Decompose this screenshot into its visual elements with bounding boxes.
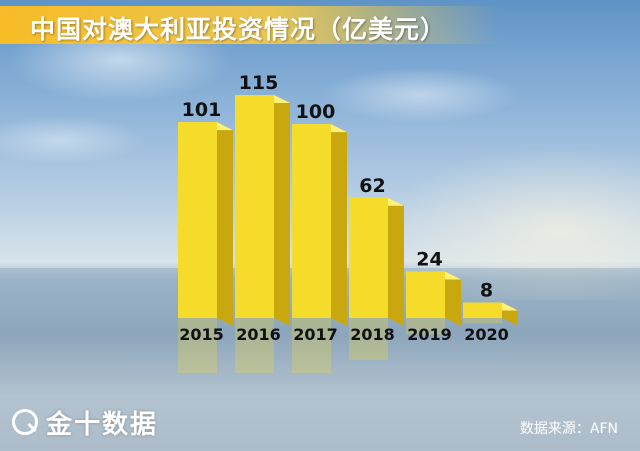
brand-logo: 金十数据 <box>12 404 158 440</box>
data-label-2020: 8 <box>480 279 493 301</box>
bar-side-2018 <box>388 197 404 326</box>
bar-reflection-2019 <box>406 318 445 335</box>
logo-q-icon <box>12 409 38 435</box>
bar-side-2019 <box>445 271 461 326</box>
bar-2018 <box>349 197 388 318</box>
data-source-note: 数据来源：AFN <box>519 421 618 437</box>
bar-2017 <box>292 124 331 318</box>
bar-reflection-2018 <box>349 318 388 361</box>
bar-reflection-2015 <box>178 318 217 373</box>
chart-title: 中国对澳大利亚投资情况（亿美元） <box>30 15 447 44</box>
logo-text: 金十数据 <box>46 409 159 440</box>
bar-reflection-2016 <box>235 318 274 373</box>
data-label-2017: 100 <box>296 101 336 123</box>
data-label-2015: 101 <box>182 99 222 121</box>
x-tick-label-2019: 2019 <box>407 325 452 344</box>
bar-side-2017 <box>331 124 347 326</box>
x-tick-label-2017: 2017 <box>293 325 338 344</box>
bar-2016 <box>235 95 274 318</box>
bar-reflection-2020 <box>463 318 502 324</box>
data-label-2019: 24 <box>416 248 442 270</box>
data-label-2016: 115 <box>239 72 279 94</box>
bar-2015 <box>178 122 217 318</box>
x-tick-label-2018: 2018 <box>350 325 395 344</box>
title-banner <box>0 6 500 44</box>
bar-side-2015 <box>217 122 233 326</box>
bar-2020 <box>463 302 502 318</box>
bar-reflection-2017 <box>292 318 331 373</box>
x-tick-label-2015: 2015 <box>179 325 224 344</box>
bar-2019 <box>406 271 445 318</box>
x-tick-label-2020: 2020 <box>464 325 509 344</box>
data-label-2018: 62 <box>359 175 385 197</box>
bar-side-2016 <box>274 95 290 326</box>
x-tick-label-2016: 2016 <box>236 325 281 344</box>
